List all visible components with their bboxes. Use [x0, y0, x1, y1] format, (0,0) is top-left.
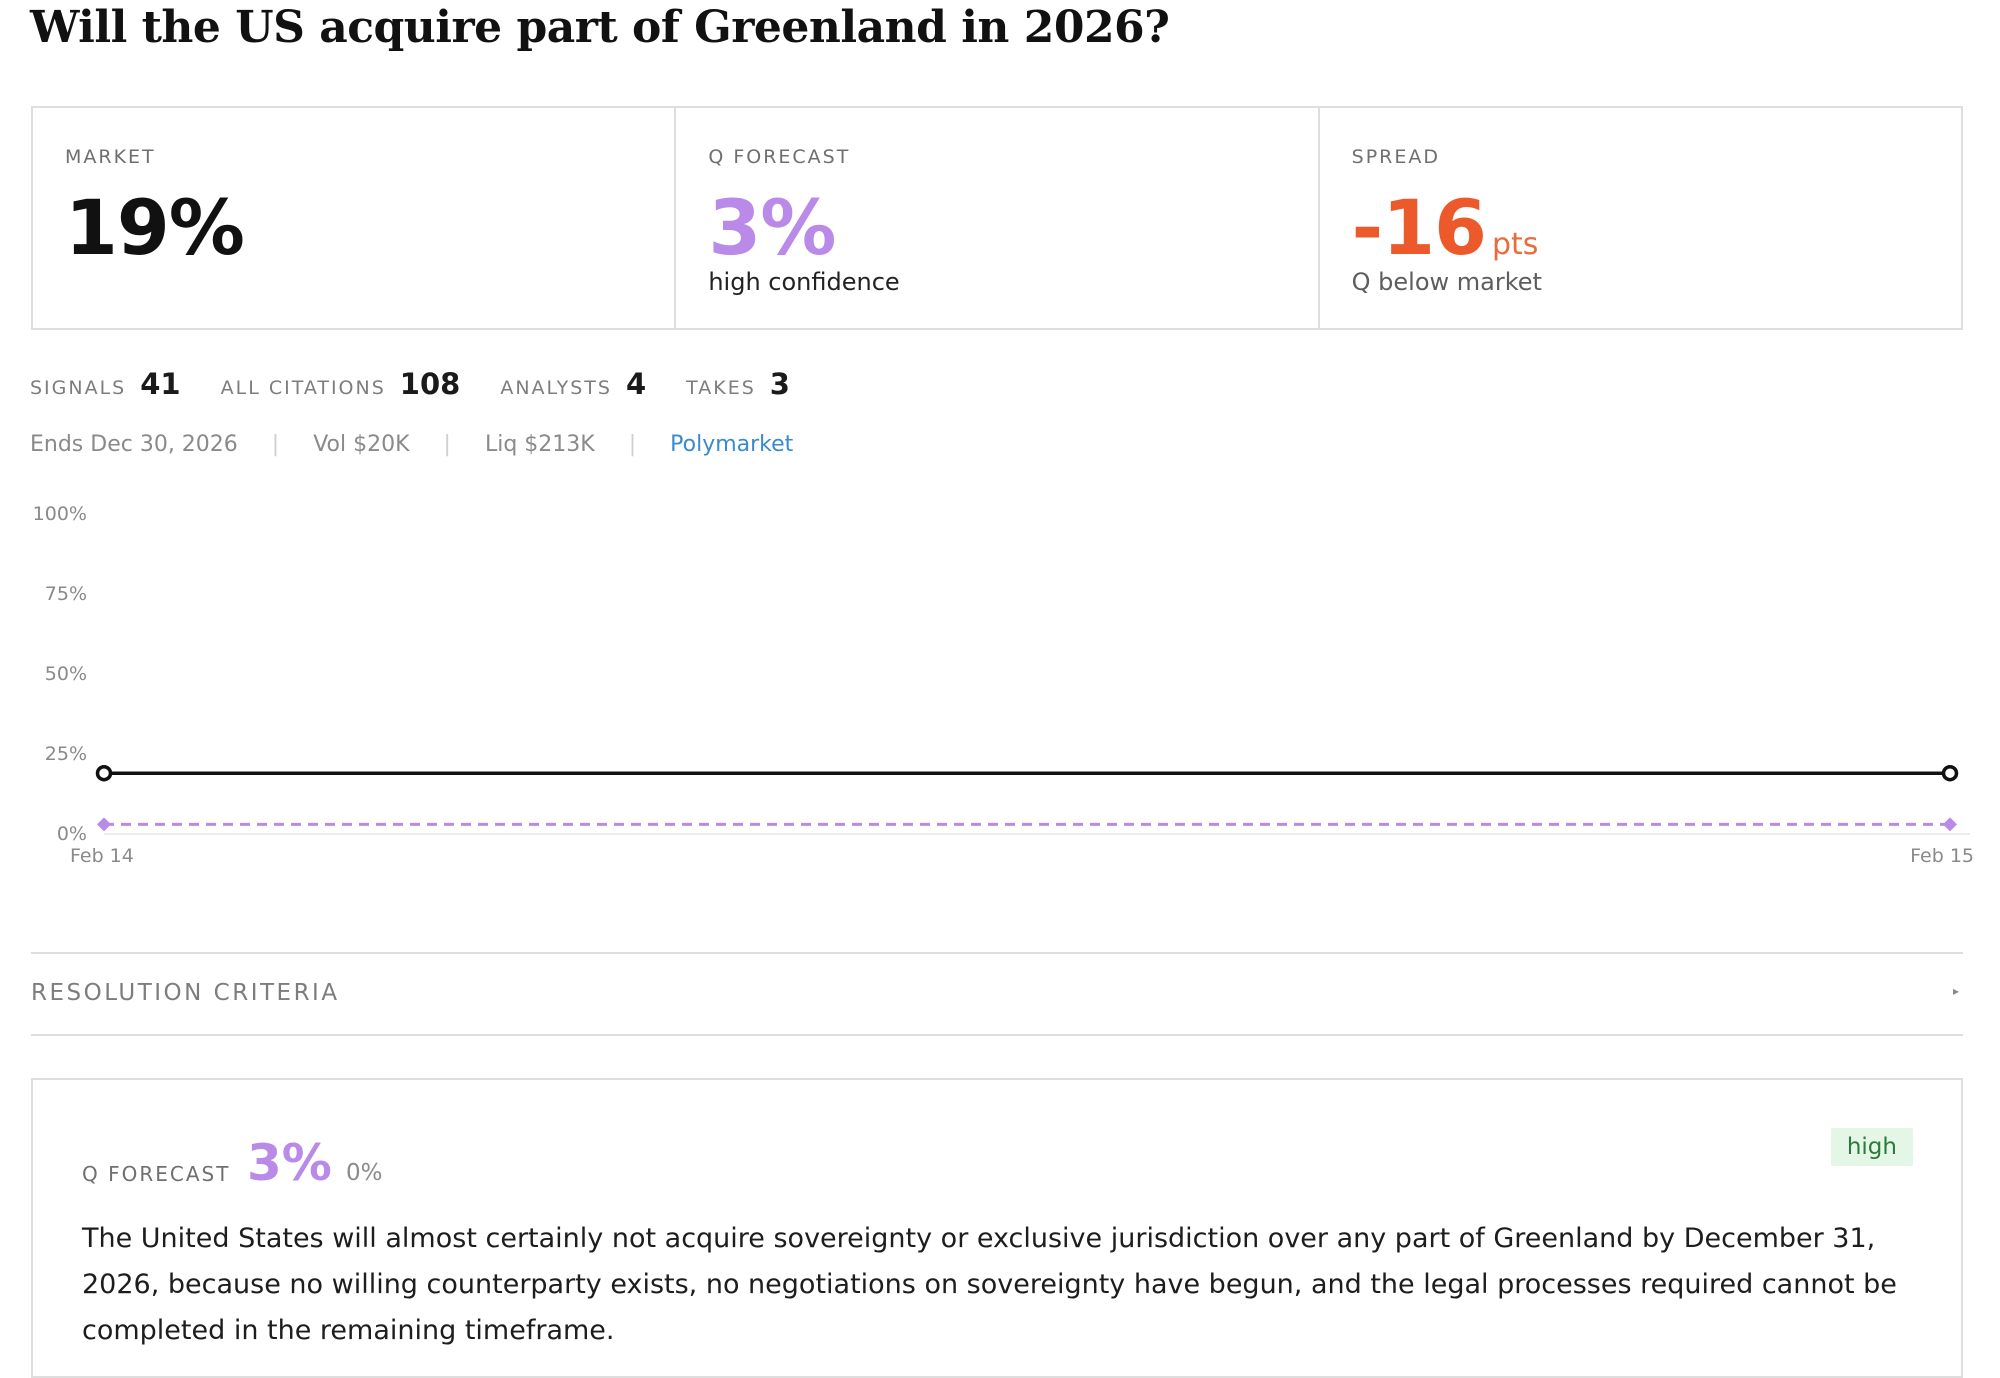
divider: |: [271, 432, 280, 457]
resolution-criteria-toggle[interactable]: RESOLUTION CRITERIA ▸: [31, 952, 1963, 1036]
y-tick-label: 0%: [57, 823, 87, 845]
forecast-card-label: Q FORECAST: [82, 1162, 231, 1186]
forecast-point: [97, 817, 111, 832]
forecast-card-value: 3%: [247, 1134, 332, 1192]
liquidity: Liq $213K: [484, 432, 595, 457]
market-value: 19%: [65, 183, 245, 272]
x-tick-label: Feb 14: [70, 845, 134, 867]
divider: |: [628, 432, 637, 457]
x-tick-label: Feb 15: [1910, 845, 1974, 867]
forecast-chart: 100% 75% 50% 25% 0%Feb 14 Feb 15: [33, 503, 1974, 867]
count-label: ALL CITATIONS: [220, 377, 386, 399]
divider: |: [443, 432, 451, 457]
stats-panel: MARKET 19% Q FORECAST 3% high confidence…: [31, 106, 1963, 330]
y-tick-label: 75%: [45, 583, 87, 605]
forecast-confidence: high confidence: [708, 268, 900, 296]
count-citations: ALL CITATIONS 108: [221, 367, 461, 401]
count-takes: TAKES 3: [686, 367, 790, 401]
forecast-stat: Q FORECAST 3% high confidence: [676, 108, 1320, 328]
y-tick-label: 100%: [33, 503, 87, 525]
confidence-badge: high: [1830, 1128, 1913, 1166]
y-tick-label: 25%: [45, 743, 87, 765]
count-label: SIGNALS: [30, 377, 127, 399]
spread-stat: SPREAD -16 pts Q below market: [1320, 108, 1961, 328]
expand-arrow-icon: ▸: [1952, 984, 1959, 998]
polymarket-link[interactable]: Polymarket: [670, 432, 794, 457]
forecast-card: Q FORECAST 3% 0% high The United States …: [31, 1078, 1963, 1378]
market-stat: MARKET 19%: [33, 108, 677, 328]
spread-description: Q below market: [1351, 268, 1542, 296]
forecast-card-range: 0%: [346, 1160, 383, 1186]
forecast-point: [1943, 817, 1957, 832]
market-point: [95, 764, 113, 782]
spread-value: -16: [1351, 183, 1487, 272]
resolution-criteria-label: RESOLUTION CRITERIA: [31, 980, 340, 1006]
forecast-value: 3%: [708, 183, 836, 272]
count-label: TAKES: [686, 377, 756, 399]
spread-unit: pts: [1491, 227, 1539, 262]
count-value: 4: [625, 367, 647, 401]
forecast-label: Q FORECAST: [708, 146, 851, 168]
forecast-rationale: The United States will almost certainly …: [82, 1223, 1897, 1346]
volume: Vol $20K: [313, 432, 410, 457]
count-value: 41: [140, 367, 181, 401]
count-value: 3: [769, 367, 790, 401]
market-point: [1941, 764, 1959, 782]
page-title: Will the US acquire part of Greenland in…: [30, 2, 1170, 53]
y-tick-label: 50%: [45, 663, 87, 685]
count-value: 108: [399, 367, 461, 401]
count-signals: SIGNALS 41: [30, 367, 181, 401]
market-meta: Ends Dec 30, 2026 | Vol $20K | Liq $213K…: [30, 432, 793, 457]
spread-value-wrap: -16 pts: [1352, 178, 1539, 295]
count-label: ANALYSTS: [500, 377, 612, 399]
counts-row: SIGNALS 41 ALL CITATIONS 108 ANALYSTS 4 …: [30, 367, 830, 401]
market-label: MARKET: [65, 146, 156, 168]
spread-label: SPREAD: [1351, 146, 1441, 168]
count-analysts: ANALYSTS 4: [500, 367, 646, 401]
end-date: Ends Dec 30, 2026: [30, 432, 238, 457]
